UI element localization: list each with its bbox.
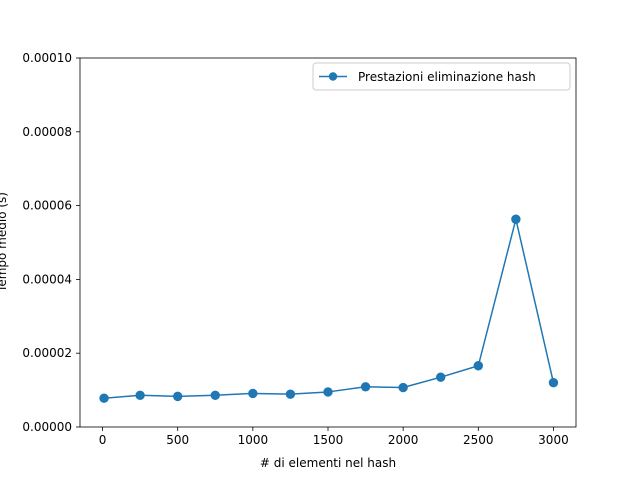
legend-box xyxy=(312,62,571,91)
plot-area xyxy=(99,214,559,403)
x-tick-label: 1500 xyxy=(313,433,344,447)
data-point xyxy=(548,378,559,388)
data-point xyxy=(210,390,220,400)
data-point xyxy=(172,391,183,402)
y-tick-label: 0.00006 xyxy=(22,199,72,213)
x-tick-label: 2500 xyxy=(463,433,494,447)
data-point xyxy=(436,372,446,382)
data-point xyxy=(285,389,296,399)
x-axis-label: # di elementi nel hash xyxy=(260,456,396,470)
data-point xyxy=(398,382,408,393)
axes: 0 500 1000 1500 2000 2500 3000 0.00000 0.00002 0.… xyxy=(22,51,577,447)
data-point xyxy=(473,361,484,371)
y-tick-label: 0.00010 xyxy=(22,51,72,65)
x-tick-label: 2000 xyxy=(388,433,419,447)
data-point xyxy=(323,387,333,397)
x-tick-label: 500 xyxy=(166,433,189,447)
legend: Prestazioni eliminazione hash xyxy=(312,62,571,91)
legend-marker-swatch xyxy=(328,72,338,81)
data-point xyxy=(248,388,258,399)
data-point xyxy=(360,382,371,392)
y-axis-label: Tempo medio (s) xyxy=(0,192,9,293)
y-tick-label: 0.00004 xyxy=(22,272,72,286)
data-point xyxy=(511,214,521,224)
y-tick-label: 0.00002 xyxy=(22,346,72,360)
x-tick-label: 1000 xyxy=(238,433,269,447)
x-tick-label: 0 xyxy=(99,433,107,447)
y-tick-label: 0.00000 xyxy=(22,420,72,434)
y-tick-label: 0.00008 xyxy=(22,125,72,139)
x-tick-label: 3000 xyxy=(538,433,569,447)
legend-entry-label: Prestazioni eliminazione hash xyxy=(358,70,536,84)
data-point xyxy=(135,390,145,400)
data-point xyxy=(99,393,109,403)
